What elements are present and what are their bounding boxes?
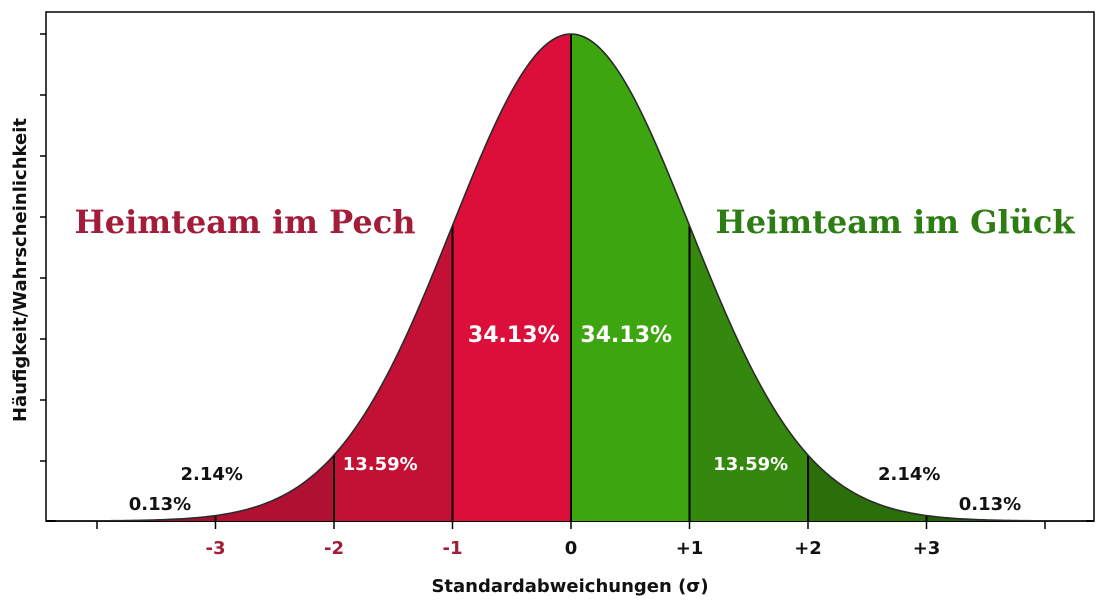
side-annotations: Heimteam im Pech Heimteam im Glück [75, 203, 1076, 241]
percentage-labels: 0.13% 2.14% 13.59% 34.13% 34.13% 13.59% 2.14% 0… [129, 323, 1021, 515]
region-0 [97, 515, 216, 521]
region-7 [926, 515, 1045, 521]
x-tick-label-2: -1 [443, 538, 463, 559]
x-axis-ticks: -3 -2 -1 0 +1 +2 +3 [96, 521, 1046, 559]
percent-label-3: 34.13% [468, 323, 560, 348]
region-1 [215, 455, 334, 521]
x-tick-label-1: -2 [324, 538, 344, 559]
region-3 [452, 34, 571, 521]
region-6 [808, 455, 927, 521]
percent-label-4: 34.13% [580, 323, 672, 348]
x-axis-title: Standardabweichungen (σ) [431, 576, 708, 597]
distribution-regions [97, 34, 1045, 521]
percent-label-2: 13.59% [343, 454, 418, 475]
percent-label-0: 0.13% [129, 494, 191, 515]
x-tick-label-4: +1 [676, 538, 704, 559]
annotation-left: Heimteam im Pech [75, 203, 416, 241]
region-4 [571, 34, 690, 521]
annotation-right: Heimteam im Glück [715, 203, 1075, 241]
percent-label-7: 0.13% [959, 494, 1021, 515]
curve-line [55, 33, 1087, 522]
percent-label-1: 2.14% [181, 464, 243, 485]
x-tick-label-3: 0 [565, 538, 578, 559]
percent-label-5: 13.59% [713, 454, 788, 475]
x-tick-label-6: +3 [913, 538, 941, 559]
x-tick-label-0: -3 [206, 538, 226, 559]
y-axis-tick-marks [40, 33, 46, 462]
y-axis-title: Häufigkeit/Wahrscheinlichkeit [10, 118, 31, 422]
sigma-divider-lines [214, 34, 928, 521]
density-curve [55, 33, 1087, 522]
x-tick-label-5: +2 [794, 538, 822, 559]
percent-label-6: 2.14% [878, 464, 940, 485]
